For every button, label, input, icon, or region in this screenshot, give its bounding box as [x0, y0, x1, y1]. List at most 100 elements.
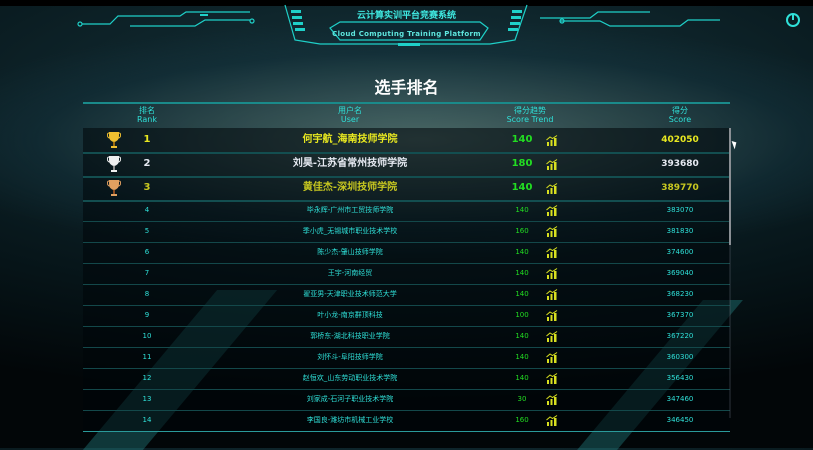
score-cell: 367370	[666, 311, 694, 319]
user-cell: 叶小龙-南京群顶科技	[317, 311, 383, 319]
user-cell: 陈少杰-肇山技师学院	[317, 248, 383, 256]
user-cell: 季小虎_无锡城市职业技术学校	[302, 227, 398, 235]
trend-header-en: Score Trend	[506, 115, 554, 124]
trend-value-cell: 140	[515, 353, 529, 361]
trend-header-zh: 得分趋势	[514, 106, 546, 115]
score-cell: 381830	[666, 227, 694, 235]
score-cell: 393680	[661, 159, 699, 169]
user-cell: 郭桥东-湖北科技职业学院	[310, 332, 390, 340]
column-header-rank: 排名 Rank	[127, 106, 167, 124]
trend-value-cell: 140	[515, 374, 529, 382]
rank-cell: 13	[142, 395, 152, 403]
table-row[interactable]: 10 郭桥东-湖北科技职业学院 140 367220	[83, 326, 730, 348]
score-trend-chart-icon[interactable]	[546, 394, 558, 405]
table-header: 排名 Rank 用户名 User 得分趋势 Score Trend 得分 Sco…	[83, 102, 730, 128]
rank-cell: 5	[144, 227, 150, 235]
page-title: 选手排名	[374, 78, 439, 97]
score-trend-chart-icon[interactable]	[546, 247, 558, 258]
score-trend-chart-icon[interactable]	[546, 158, 558, 170]
table-row[interactable]: 9 叶小龙-南京群顶科技 100 367370	[83, 305, 730, 327]
user-cell: 毕永辉-广州市工贸技师学院	[306, 206, 394, 214]
user-cell: 黄佳杰-深圳技师学院	[302, 182, 398, 193]
score-trend-chart-icon[interactable]	[546, 226, 558, 237]
score-cell: 389770	[661, 183, 699, 193]
score-cell: 360300	[666, 353, 694, 361]
table-row[interactable]: 5 季小虎_无锡城市职业技术学校 160 381830	[83, 221, 730, 243]
table-row[interactable]: 2 刘昊-江苏省常州技师学院 180 393680	[83, 152, 730, 178]
score-cell: 374600	[666, 248, 694, 256]
rank-cell: 3	[143, 182, 151, 193]
score-cell: 347460	[666, 395, 694, 403]
user-cell: 刘家成-石河子职业技术学院	[306, 395, 394, 403]
user-cell: 翟亚男-天津职业技术师范大学	[303, 290, 397, 298]
score-cell: 369040	[666, 269, 694, 277]
table-row[interactable]: 12 赵恒欢_山东劳动职业技术学院 140 356430	[83, 368, 730, 390]
rank-cell: 9	[144, 311, 150, 319]
rank-cell: 8	[144, 290, 150, 298]
column-header-user: 用户名 User	[310, 106, 390, 124]
trend-value-cell: 140	[511, 134, 533, 145]
score-trend-chart-icon[interactable]	[546, 310, 558, 321]
rank-cell: 11	[142, 353, 152, 361]
rank-cell: 4	[144, 206, 150, 214]
trophy-icon	[107, 156, 121, 172]
scrollbar-thumb[interactable]	[729, 128, 731, 245]
score-trend-chart-icon[interactable]	[546, 268, 558, 279]
header-frame	[77, 4, 720, 46]
score-cell: 402050	[661, 135, 699, 145]
ranking-table: 排名 Rank 用户名 User 得分趋势 Score Trend 得分 Sco…	[83, 102, 730, 432]
score-trend-chart-icon[interactable]	[546, 205, 558, 216]
table-row[interactable]: 3 黄佳杰-深圳技师学院 140 389770	[83, 176, 730, 202]
table-row[interactable]: 1 何宇航_海南技师学院 140 402050	[83, 128, 730, 154]
score-trend-chart-icon[interactable]	[546, 331, 558, 342]
table-row[interactable]: 4 毕永辉-广州市工贸技师学院 140 383070	[83, 200, 730, 222]
table-row[interactable]: 14 李国良-潍坊市机械工业学校 160 346450	[83, 410, 730, 432]
user-cell: 刘昊-江苏省常州技师学院	[292, 158, 408, 169]
table-row[interactable]: 11 刘怀斗-阜阳技师学院 140 360300	[83, 347, 730, 369]
trend-value-cell: 100	[515, 311, 529, 319]
user-cell: 王宇-河南经贸	[327, 269, 373, 277]
score-trend-chart-icon[interactable]	[546, 182, 558, 194]
table-row[interactable]: 8 翟亚男-天津职业技术师范大学 140 368230	[83, 284, 730, 306]
rank-cell: 6	[144, 248, 150, 256]
table-row[interactable]: 13 刘家成-石河子职业技术学院 30 347460	[83, 389, 730, 411]
system-subtitle: Cloud Computing Training Platform	[332, 30, 481, 38]
trend-value-cell: 160	[515, 416, 529, 424]
score-cell: 383070	[666, 206, 694, 214]
user-header-en: User	[340, 115, 360, 124]
score-cell: 356430	[666, 374, 694, 382]
rank-cell: 7	[144, 269, 150, 277]
top-bar	[0, 0, 813, 6]
score-trend-chart-icon[interactable]	[546, 289, 558, 300]
table-row[interactable]: 7 王宇-河南经贸 140 369040	[83, 263, 730, 285]
power-icon[interactable]	[786, 13, 800, 27]
rank-cell: 1	[143, 134, 151, 145]
trend-value-cell: 140	[515, 206, 529, 214]
score-cell: 368230	[666, 290, 694, 298]
table-row[interactable]: 6 陈少杰-肇山技师学院 140 374600	[83, 242, 730, 264]
rank-header-en: Rank	[137, 115, 157, 124]
score-header-zh: 得分	[672, 106, 688, 115]
system-title: 云计算实训平台竞赛系统	[356, 11, 456, 21]
score-trend-chart-icon[interactable]	[546, 352, 558, 363]
trend-value-cell: 140	[515, 290, 529, 298]
user-cell: 李国良-潍坊市机械工业学校	[306, 416, 394, 424]
rank-cell: 2	[143, 158, 151, 169]
rank-header-zh: 排名	[139, 106, 155, 115]
trend-value-cell: 140	[515, 269, 529, 277]
score-trend-chart-icon[interactable]	[546, 373, 558, 384]
trophy-icon	[107, 132, 121, 148]
score-trend-chart-icon[interactable]	[546, 134, 558, 146]
scrollbar-track[interactable]	[729, 128, 731, 418]
user-cell: 刘怀斗-阜阳技师学院	[317, 353, 383, 361]
trend-value-cell: 140	[511, 182, 533, 193]
user-cell: 何宇航_海南技师学院	[302, 134, 398, 145]
column-header-score: 得分 Score	[660, 106, 700, 124]
mouse-cursor	[731, 139, 739, 150]
score-trend-chart-icon[interactable]	[546, 415, 558, 426]
trend-value-cell: 30	[517, 395, 527, 403]
rank-cell: 10	[142, 332, 152, 340]
trend-value-cell: 160	[515, 227, 529, 235]
rank-cell: 12	[142, 374, 152, 382]
score-header-en: Score	[668, 115, 692, 124]
